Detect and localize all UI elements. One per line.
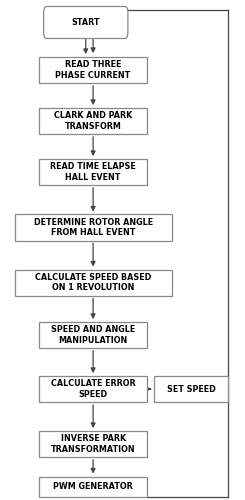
Text: DETERMINE ROTOR ANGLE
FROM HALL EVENT: DETERMINE ROTOR ANGLE FROM HALL EVENT bbox=[34, 218, 153, 237]
Text: CLARK AND PARK
TRANSFORM: CLARK AND PARK TRANSFORM bbox=[54, 112, 132, 130]
Text: CALCULATE ERROR
SPEED: CALCULATE ERROR SPEED bbox=[51, 380, 135, 398]
FancyBboxPatch shape bbox=[39, 57, 147, 83]
Text: PWM GENERATOR: PWM GENERATOR bbox=[53, 482, 133, 491]
Text: CALCULATE SPEED BASED
ON 1 REVOLUTION: CALCULATE SPEED BASED ON 1 REVOLUTION bbox=[35, 273, 151, 292]
Text: INVERSE PARK
TRANSFORMATION: INVERSE PARK TRANSFORMATION bbox=[51, 434, 135, 454]
Text: SET SPEED: SET SPEED bbox=[167, 384, 215, 394]
FancyBboxPatch shape bbox=[154, 376, 228, 402]
Text: READ TIME ELAPSE
HALL EVENT: READ TIME ELAPSE HALL EVENT bbox=[50, 162, 136, 182]
Text: READ THREE
PHASE CURRENT: READ THREE PHASE CURRENT bbox=[55, 60, 131, 80]
FancyBboxPatch shape bbox=[39, 431, 147, 457]
Text: START: START bbox=[72, 18, 100, 27]
FancyBboxPatch shape bbox=[39, 322, 147, 348]
FancyBboxPatch shape bbox=[39, 376, 147, 402]
FancyBboxPatch shape bbox=[39, 108, 147, 134]
FancyBboxPatch shape bbox=[15, 214, 171, 240]
FancyBboxPatch shape bbox=[39, 476, 147, 496]
FancyBboxPatch shape bbox=[44, 6, 128, 38]
FancyBboxPatch shape bbox=[15, 270, 171, 295]
Text: SPEED AND ANGLE
MANIPULATION: SPEED AND ANGLE MANIPULATION bbox=[51, 326, 135, 344]
FancyBboxPatch shape bbox=[39, 159, 147, 185]
